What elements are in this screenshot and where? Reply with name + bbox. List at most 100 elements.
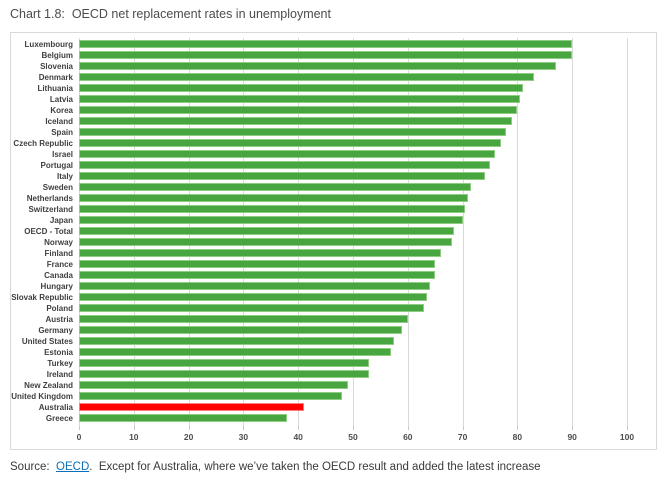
bar [79, 270, 436, 279]
bar-row-new-zealand: New Zealand [11, 380, 656, 391]
axis-tick-80 [517, 426, 519, 430]
bar-row-united-kingdom: United Kingdom [11, 391, 656, 402]
category-label: Australia [38, 402, 73, 412]
bar [79, 116, 512, 125]
bar-row-greece: Greece [11, 413, 656, 424]
bar [79, 127, 507, 136]
x-axis-label-80: 80 [512, 432, 523, 442]
bar [79, 369, 370, 378]
bar [79, 182, 471, 191]
oecd-link[interactable]: OECD [56, 461, 90, 473]
bar [79, 94, 521, 103]
axis-tick-30 [243, 426, 245, 430]
bar [79, 391, 343, 400]
bar-row-hungary: Hungary [11, 281, 656, 292]
category-label: Estonia [44, 347, 73, 357]
bar [79, 413, 288, 422]
axis-tick-40 [298, 426, 300, 430]
axis-tick-70 [462, 426, 464, 430]
axis-tick-0 [79, 426, 80, 430]
bar-row-oecd-total: OECD - Total [11, 226, 656, 237]
bar-row-denmark: Denmark [11, 72, 656, 83]
category-label: Poland [46, 303, 73, 313]
bar [79, 303, 425, 312]
bar [79, 347, 392, 356]
source-suffix: . Except for Australia, where we’ve take… [89, 461, 541, 473]
bar [79, 149, 496, 158]
category-label: New Zealand [24, 380, 73, 390]
bar-row-korea: Korea [11, 105, 656, 116]
gridline-70 [462, 38, 464, 426]
bar-row-canada: Canada [11, 270, 656, 281]
bar-row-estonia: Estonia [11, 347, 656, 358]
axis-tick-60 [407, 426, 409, 430]
axis-tick-50 [353, 426, 354, 430]
bar [79, 72, 534, 81]
category-label: Sweden [42, 182, 73, 192]
bar [79, 226, 455, 235]
bar-chart: 0 10 20 30 40 50 60 70 80 90 100 Luxembourg Belgium S… [10, 32, 657, 450]
x-axis-label-0: 0 [76, 432, 82, 442]
category-label: Turkey [47, 358, 73, 368]
gridline-90 [572, 38, 574, 426]
category-label: Portugal [40, 160, 73, 170]
category-label: Korea [50, 105, 73, 115]
bar-row-switzerland: Switzerland [11, 204, 656, 215]
bar-highlight-australia [79, 402, 304, 411]
bar [79, 325, 403, 334]
x-axis-label-40: 40 [293, 432, 303, 442]
category-label: Belgium [41, 50, 73, 60]
category-label: Canada [44, 270, 73, 280]
source-line: Source: OECD. Except for Australia, wher… [10, 461, 541, 473]
chart-title: Chart 1.8: OECD net replacement rates in… [10, 7, 331, 21]
x-axis-label-70: 70 [457, 432, 468, 442]
bar-row-sweden: Sweden [11, 182, 656, 193]
axis-tick-20 [188, 426, 190, 430]
bar [79, 336, 395, 345]
category-label: Slovenia [40, 61, 73, 71]
bar [79, 237, 452, 246]
x-axis-label-10: 10 [129, 432, 139, 442]
category-label: Latvia [49, 94, 73, 104]
category-label: Italy [56, 171, 73, 181]
category-label: Luxembourg [24, 39, 73, 49]
bar [79, 292, 427, 301]
category-label: Spain [51, 127, 73, 137]
bar [79, 248, 441, 257]
category-label: Iceland [45, 116, 73, 126]
bar-row-france: France [11, 259, 656, 270]
category-label: Denmark [38, 72, 73, 82]
axis-tick-10 [133, 426, 135, 430]
category-label: Greece [45, 413, 73, 423]
bar [79, 204, 466, 213]
category-label: Israel [52, 149, 73, 159]
bar-row-japan: Japan [11, 215, 656, 226]
bar [79, 215, 463, 224]
bar [79, 83, 523, 92]
x-axis-label-100: 100 [619, 432, 635, 442]
category-label: Hungary [40, 281, 73, 291]
category-label: Czech Republic [13, 138, 73, 148]
bar [79, 50, 573, 59]
bar [79, 259, 436, 268]
bar-row-turkey: Turkey [11, 358, 656, 369]
category-label: OECD - Total [24, 226, 73, 236]
bar-row-lithuania: Lithuania [11, 83, 656, 94]
x-axis-label-20: 20 [183, 432, 194, 442]
bar [79, 314, 408, 323]
category-label: Slovak Republic [11, 292, 73, 302]
axis-tick-100 [627, 426, 628, 430]
bar [79, 358, 370, 367]
category-label: Ireland [46, 369, 73, 379]
bar-row-ireland: Ireland [11, 369, 656, 380]
bar-row-germany: Germany [11, 325, 656, 336]
bar [79, 171, 485, 180]
bar-row-luxembourg: Luxembourg [11, 39, 656, 50]
bar-row-australia: Australia [11, 402, 656, 413]
bar-row-netherlands: Netherlands [11, 193, 656, 204]
bar-row-poland: Poland [11, 303, 656, 314]
category-label: United States [21, 336, 73, 346]
category-label: Germany [38, 325, 73, 335]
category-label: France [46, 259, 73, 269]
